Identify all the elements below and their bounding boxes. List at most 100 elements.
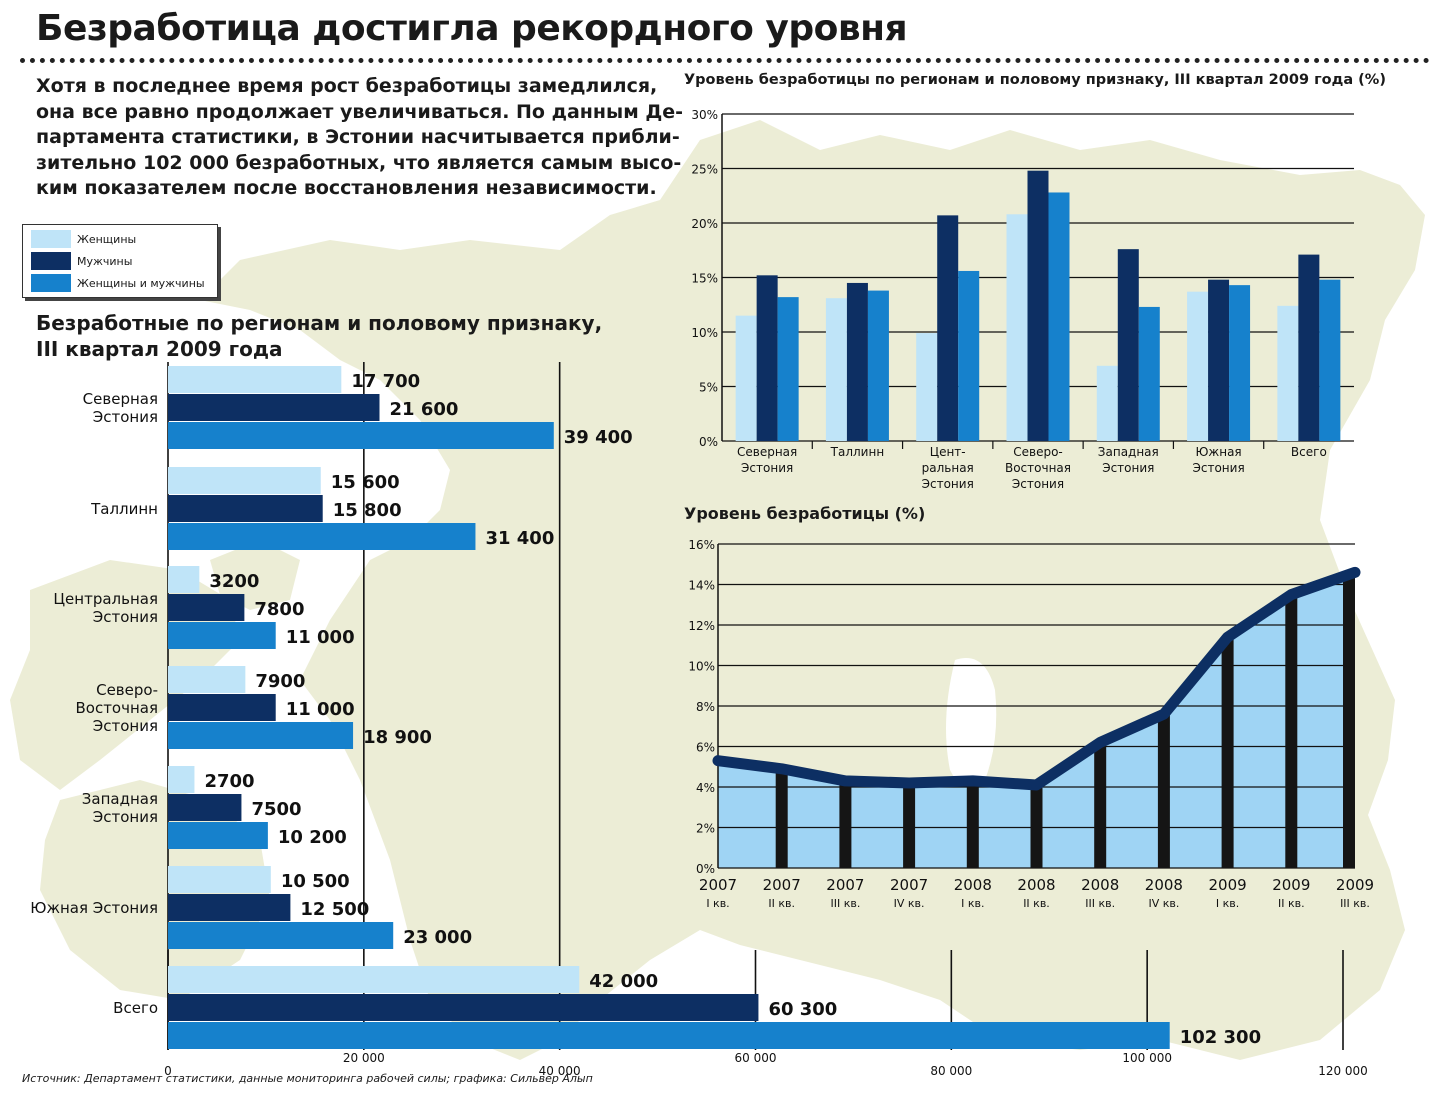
x-tick-label: 120 000: [1318, 1064, 1368, 1078]
legend-item-men: Мужчины: [31, 251, 132, 271]
x-tick-quarter: IV кв.: [1148, 897, 1179, 910]
bar: [1138, 306, 1160, 441]
bar: [168, 566, 200, 593]
x-tick-quarter: I кв.: [961, 897, 984, 910]
x-tick-year: 2007: [699, 876, 737, 894]
category-label: Северо-Восточная Эстония: [75, 681, 158, 735]
value-label: 15 800: [333, 500, 402, 521]
bar: [1319, 279, 1341, 441]
regional-counts-title: Безработные по регионам и половому призн…: [36, 310, 602, 362]
y-tick-label: 15%: [691, 272, 718, 286]
value-label: 31 400: [485, 528, 554, 549]
value-label: 12 500: [300, 899, 369, 920]
value-label: 3200: [209, 571, 259, 592]
category-label: Всего: [1291, 445, 1327, 459]
chart-title-line: III квартал 2009 года: [36, 337, 283, 361]
bar: [168, 366, 342, 393]
bar: [1096, 365, 1118, 441]
legend-item-women: Женщины: [31, 229, 136, 249]
x-tick-quarter: III кв.: [1340, 897, 1370, 910]
intro-line: партамента статистики, в Эстонии насчиты…: [36, 126, 680, 148]
value-label: 10 500: [281, 871, 350, 892]
x-tick-label: 100 000: [1122, 1051, 1172, 1065]
value-label: 15 600: [331, 472, 400, 493]
category-label: Южная Эстония: [30, 899, 158, 917]
bar: [168, 694, 276, 721]
category-label: Южная Эстония: [1192, 445, 1244, 475]
bar: [777, 297, 799, 441]
y-tick-label: 10%: [688, 660, 715, 674]
bar: [1117, 249, 1139, 441]
quarter-column: [775, 768, 788, 868]
value-label: 7900: [255, 671, 305, 692]
bar: [168, 523, 476, 550]
x-tick-year: 2007: [826, 876, 864, 894]
bar: [168, 894, 291, 921]
bar: [958, 270, 980, 441]
bar: [168, 467, 321, 494]
value-label: 11 000: [286, 699, 355, 720]
bar: [168, 766, 195, 793]
bar: [168, 794, 242, 821]
value-label: 17 700: [351, 371, 420, 392]
y-tick-label: 12%: [688, 619, 715, 633]
x-tick-year: 2009: [1272, 876, 1310, 894]
category-label: Центральная Эстония: [53, 590, 158, 626]
value-label: 21 600: [390, 399, 459, 420]
x-tick-year: 2008: [954, 876, 992, 894]
y-tick-label: 5%: [699, 381, 718, 395]
value-label: 11 000: [286, 627, 355, 648]
x-tick-year: 2009: [1336, 876, 1374, 894]
x-tick-quarter: III кв.: [830, 897, 860, 910]
x-tick-label: 40 000: [539, 1064, 581, 1078]
value-label: 102 300: [1180, 1027, 1261, 1048]
bar: [1229, 285, 1251, 441]
bar: [168, 1022, 1170, 1049]
regional-rate-title: Уровень безработицы по регионам и полово…: [684, 72, 1386, 88]
x-tick-quarter: I кв.: [706, 897, 729, 910]
trend-line: [712, 566, 1361, 791]
value-label: 23 000: [403, 927, 472, 948]
y-tick-label: 6%: [696, 741, 715, 755]
bar: [168, 666, 246, 693]
category-label: Западная Эстония: [82, 790, 158, 826]
x-tick-year: 2007: [763, 876, 801, 894]
bar: [846, 282, 868, 441]
bar: [735, 315, 757, 441]
quarter-column: [1343, 572, 1355, 868]
legend-label: Женщины и мужчины: [77, 276, 205, 290]
legend-swatch-women: [31, 230, 71, 248]
page-title: Безработица достигла рекордного уровня: [36, 8, 908, 49]
bar: [937, 215, 959, 441]
x-tick-label: 20 000: [343, 1051, 385, 1065]
y-tick-label: 25%: [691, 163, 718, 177]
value-label: 42 000: [589, 971, 658, 992]
quarter-column: [1285, 594, 1298, 868]
bar: [1208, 279, 1230, 441]
y-tick-label: 2%: [696, 822, 715, 836]
category-label: Северная Эстония: [83, 390, 158, 426]
bar: [1277, 305, 1299, 441]
intro-line: Хотя в последнее время рост безработицы …: [36, 75, 658, 97]
y-tick-label: 0%: [696, 862, 715, 876]
quarter-column: [1030, 784, 1043, 868]
y-tick-label: 20%: [691, 217, 718, 231]
y-tick-label: 14%: [688, 579, 715, 593]
bar: [1298, 254, 1320, 441]
bar: [168, 594, 245, 621]
value-label: 60 300: [768, 999, 837, 1020]
y-tick-label: 4%: [696, 781, 715, 795]
x-tick-year: 2008: [1145, 876, 1183, 894]
x-tick-quarter: II кв.: [1278, 897, 1305, 910]
category-label: Таллинн: [90, 500, 158, 518]
bar: [168, 495, 323, 522]
category-label: Северо-Восточная Эстония: [1005, 445, 1071, 491]
bar: [168, 394, 380, 421]
bar: [168, 722, 354, 749]
x-tick-quarter: I кв.: [1216, 897, 1239, 910]
bar: [1027, 170, 1049, 441]
chart-title-line: Безработные по регионам и половому призн…: [36, 311, 603, 335]
quarter-column: [1221, 637, 1234, 868]
quarter-column: [839, 780, 852, 868]
